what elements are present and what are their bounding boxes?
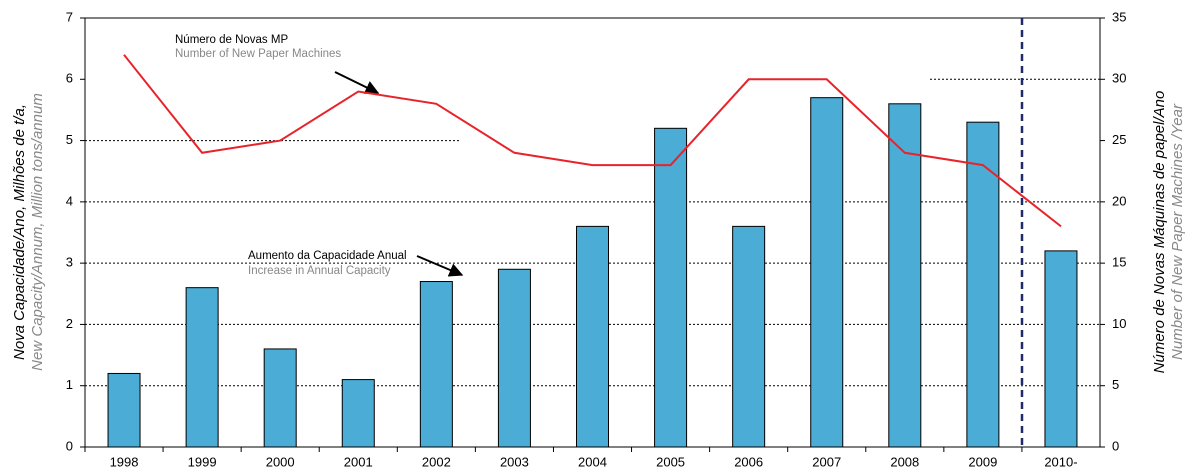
y2-tick-label: 5 (1112, 377, 1119, 392)
bar (575, 225, 610, 448)
y2-tick-label: 30 (1112, 71, 1126, 86)
annotation: Aumento da Capacidade Anual (248, 250, 407, 262)
y-tick-label: 3 (66, 255, 73, 270)
bar (341, 379, 375, 448)
annotation-sub: Number of New Paper Machines (175, 48, 341, 60)
y2-tick-label: 15 (1112, 255, 1126, 270)
x-tick-label: 2003 (500, 454, 529, 469)
bar (810, 97, 844, 448)
x-tick-label: 2004 (578, 454, 607, 469)
bar (185, 287, 219, 448)
y2-tick-label: 25 (1112, 132, 1126, 147)
y-tick-label: 5 (66, 132, 73, 147)
y2-tick-label: 20 (1112, 193, 1126, 208)
bar (107, 372, 141, 448)
x-tick-label: 1999 (188, 454, 217, 469)
y-axis-title: Nova Capacidade/Ano, Milhões de t/a, (11, 104, 28, 360)
arrow (334, 71, 380, 94)
line (123, 54, 1062, 228)
bar (732, 225, 766, 448)
x-tick-label: 2000 (266, 454, 295, 469)
y2-tick-label: 0 (1112, 438, 1119, 453)
x-tick-label: 2002 (422, 454, 451, 469)
x-tick-label: 2010- (1044, 454, 1077, 469)
y-tick-label: 0 (66, 438, 73, 453)
y-tick-label: 2 (66, 316, 73, 331)
y2-axis-title-en: Number of New Paper Machines /Year (1169, 103, 1186, 360)
x-tick-label: 2007 (812, 454, 841, 469)
bar (966, 121, 1000, 448)
x-tick-label: 2008 (890, 454, 919, 469)
y-axis-title-en: New Capacity/Annum, Million tons/annum (29, 93, 46, 371)
x-tick-label: 2009 (968, 454, 997, 469)
bar (888, 103, 922, 448)
x-tick-label: 2001 (344, 454, 373, 469)
y-tick-label: 6 (66, 71, 73, 86)
x-tick-label: 2006 (734, 454, 763, 469)
bar (497, 268, 531, 448)
bar (419, 281, 453, 448)
y2-tick-label: 10 (1112, 316, 1126, 331)
bar (654, 127, 688, 448)
x-tick-label: 1998 (110, 454, 139, 469)
y-tick-label: 1 (66, 377, 73, 392)
annotation-sub: Increase in Annual Capacity (248, 265, 391, 277)
bar (263, 348, 297, 448)
x-tick-label: 2005 (656, 454, 685, 469)
y2-axis-title: Número de Novas Máquinas de papel/Ano (1151, 91, 1168, 374)
bar (1044, 250, 1078, 448)
annotation: Número de Novas MP (175, 34, 288, 46)
y2-tick-label: 35 (1112, 9, 1126, 24)
y-tick-label: 4 (66, 193, 73, 208)
y-tick-label: 7 (66, 9, 73, 24)
arrow (416, 255, 464, 277)
